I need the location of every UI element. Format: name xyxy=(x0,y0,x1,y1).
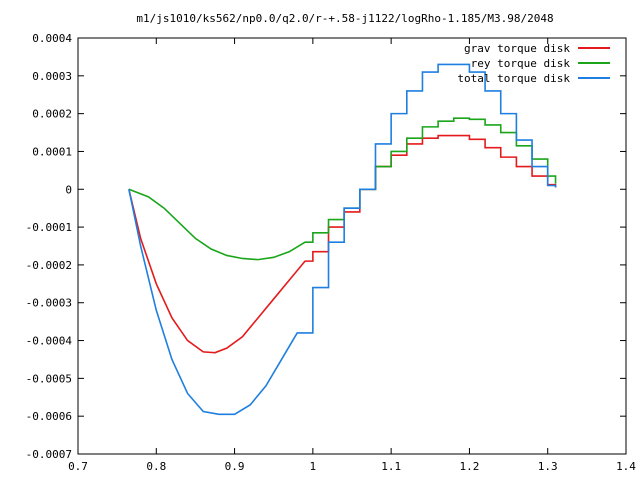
y-tick-label: -0.0007 xyxy=(26,448,72,461)
y-tick-label: 0 xyxy=(65,183,72,196)
series-line-1 xyxy=(128,134,557,354)
series-line-2 xyxy=(128,117,557,261)
y-tick-label: -0.0004 xyxy=(26,335,73,348)
x-tick-label: 1 xyxy=(310,460,317,473)
y-tick-label: -0.0002 xyxy=(26,259,72,272)
series-layer xyxy=(128,63,557,416)
x-tick-label: 0.7 xyxy=(68,460,88,473)
plot-frame xyxy=(77,37,627,455)
x-tick-label: 1.4 xyxy=(616,460,636,473)
x-tick-label: 1.1 xyxy=(381,460,401,473)
y-tick-label: -0.0001 xyxy=(26,221,72,234)
x-tick-label: 1.2 xyxy=(459,460,479,473)
legend: grav torque disk rey torque disk total tor… xyxy=(457,42,610,85)
x-tick-label: 0.9 xyxy=(225,460,245,473)
x-tick-label: 1.3 xyxy=(538,460,558,473)
y-tick-label: -0.0003 xyxy=(26,297,72,310)
y-tick-label: 0.0003 xyxy=(32,70,72,83)
y-tick-label: -0.0006 xyxy=(26,410,72,423)
y-tick-label: 0.0004 xyxy=(32,32,72,45)
legend-label: total torque disk xyxy=(457,72,570,85)
y-tick-label: -0.0005 xyxy=(26,372,72,385)
chart-title: m1/js1010/ks562/np0.0/q2.0/r-+.58-j1122/… xyxy=(136,12,553,25)
y-tick-label: 0.0001 xyxy=(32,145,72,158)
y-tick-label: 0.0002 xyxy=(32,108,72,121)
legend-label: grav torque disk xyxy=(464,42,570,55)
axis-ticks: 0.7 0.8 0.9 1 1.1 1.2 1.3 1.4 -0.0007 -0.0006 -0.0… xyxy=(26,32,637,473)
series-line-3 xyxy=(128,63,557,416)
x-tick-label: 0.8 xyxy=(146,460,166,473)
legend-label: rey torque disk xyxy=(471,57,571,70)
